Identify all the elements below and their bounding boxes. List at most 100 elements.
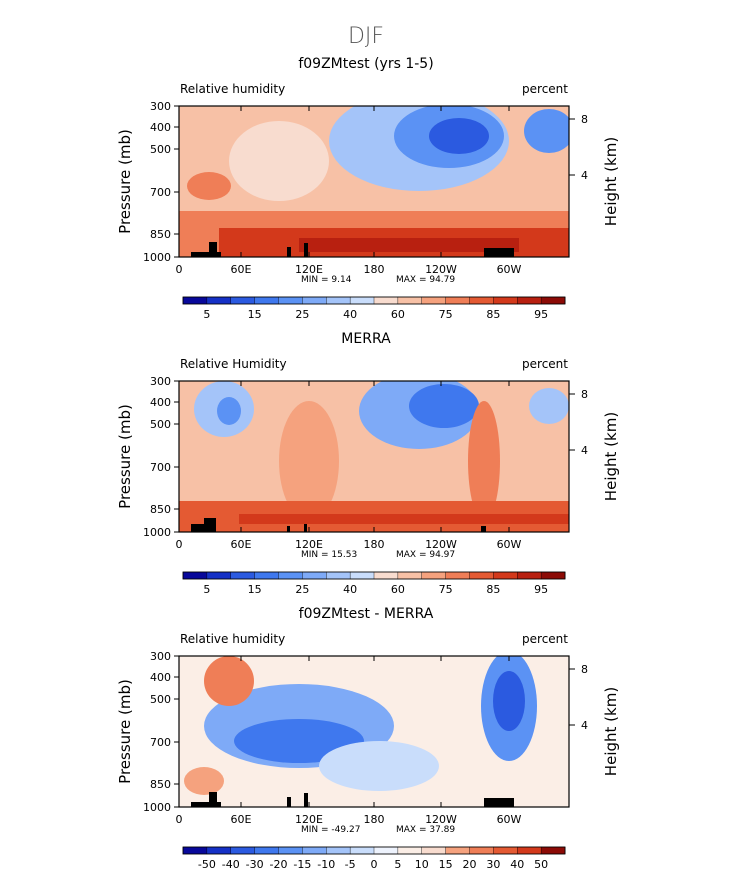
heatmap-field [179, 656, 569, 807]
colorbar-swatch [517, 846, 542, 855]
y-tick-label: 700 [150, 461, 171, 474]
y-tick-label: 400 [150, 121, 171, 134]
colorbar-swatch [278, 296, 303, 305]
panel-1: f09ZMtest (yrs 1-5) Relative humidity perc… [116, 56, 620, 321]
panel-subtitle-left: Relative Humidity [180, 357, 287, 371]
y-tick-label: 1000 [143, 526, 171, 539]
colorbar-swatch [230, 846, 256, 855]
land-mask [191, 802, 221, 807]
min-label: MIN = -49.27 [301, 825, 360, 835]
y-axis-label: Pressure (mb) [116, 404, 134, 509]
colorbar-swatch [493, 296, 518, 305]
panel-subtitle-left: Relative humidity [180, 632, 285, 646]
land-mask [484, 248, 514, 257]
colorbar-label: -15 [293, 858, 311, 871]
land-mask [484, 798, 514, 807]
y-tick-label: 850 [150, 778, 171, 791]
panel-subtitle-right: percent [522, 82, 568, 96]
colorbar-swatch [278, 846, 303, 855]
colorbar-swatch [445, 296, 470, 305]
x-tick-label: 180 [364, 813, 385, 826]
max-label: MAX = 37.89 [396, 825, 455, 835]
colorbar-label: 0 [371, 858, 378, 871]
panel-title: f09ZMtest (yrs 1-5) [298, 56, 433, 72]
x-tick-label: 0 [176, 263, 183, 276]
colorbar-label: -5 [345, 858, 356, 871]
land-mask [481, 526, 486, 532]
y-tick-label: 300 [150, 100, 171, 113]
colorbar-swatch [540, 846, 566, 855]
field-patch [529, 388, 569, 424]
colorbar-swatch [349, 296, 375, 305]
colorbar-swatch [517, 571, 542, 580]
field-patch [229, 121, 329, 201]
field-patch [429, 118, 489, 154]
land-mask [304, 243, 308, 257]
y-tick-label: 500 [150, 418, 171, 431]
colorbar-swatch [302, 571, 327, 580]
field-patch [468, 401, 500, 521]
x-tick-label: 120W [425, 263, 457, 276]
colorbar-swatch [182, 296, 208, 305]
heatmap-field [179, 381, 569, 532]
colorbar-swatch [397, 846, 423, 855]
y-right-tick-label: 4 [581, 169, 588, 182]
field-band [299, 238, 519, 252]
colorbar-frame [182, 571, 566, 580]
land-mask [287, 247, 291, 257]
min-label: MIN = 9.14 [301, 275, 352, 285]
y-axis-label-right: Height (km) [602, 412, 620, 501]
colorbar-swatch [469, 296, 494, 305]
land-mask [191, 524, 216, 532]
colorbar-swatch [493, 571, 518, 580]
y-tick-label: 300 [150, 650, 171, 663]
colorbar-label: 60 [391, 308, 405, 321]
colorbar-swatch [493, 846, 518, 855]
field-patch [524, 109, 569, 153]
colorbar-label: 5 [203, 308, 210, 321]
colorbar-label: 60 [391, 583, 405, 596]
x-tick-label: 60W [497, 538, 522, 551]
x-tick-label: 0 [176, 538, 183, 551]
x-tick-label: 180 [364, 263, 385, 276]
colorbar-swatch [445, 846, 470, 855]
y-tick-label: 300 [150, 375, 171, 388]
colorbar-label: 85 [486, 308, 500, 321]
colorbar-swatch [302, 296, 327, 305]
y-tick-label: 850 [150, 228, 171, 241]
figure-title: DJF [348, 24, 384, 49]
colorbar-label: 95 [534, 308, 548, 321]
field-patch [187, 172, 231, 200]
max-label: MAX = 94.79 [396, 275, 455, 285]
colorbar-swatch [469, 846, 494, 855]
colorbar-label: 5 [203, 583, 210, 596]
y-right-tick-label: 4 [581, 719, 588, 732]
land-mask [209, 242, 217, 257]
field-patch [279, 401, 339, 521]
colorbar-swatch [326, 571, 351, 580]
colorbar-swatch [278, 571, 303, 580]
x-tick-label: 0 [176, 813, 183, 826]
field-patch [184, 767, 224, 795]
y-right-tick-label: 8 [581, 388, 588, 401]
x-tick-label: 120E [295, 538, 323, 551]
colorbar-swatch [254, 846, 279, 855]
colorbar-label: 10 [415, 858, 429, 871]
field-band [239, 514, 569, 524]
colorbar-label: 15 [248, 308, 262, 321]
colorbar-swatch [206, 296, 232, 305]
colorbar-label: 25 [295, 308, 309, 321]
min-label: MIN = 15.53 [301, 550, 357, 560]
colorbar-swatch [469, 571, 494, 580]
x-tick-label: 120W [425, 538, 457, 551]
colorbar-label: -40 [222, 858, 240, 871]
colorbar-label: 85 [486, 583, 500, 596]
x-tick-label: 60E [231, 538, 252, 551]
colorbar-label: 5 [394, 858, 401, 871]
y-tick-label: 500 [150, 143, 171, 156]
panel-title: f09ZMtest - MERRA [299, 606, 434, 622]
x-tick-label: 60E [231, 263, 252, 276]
max-label: MAX = 94.97 [396, 550, 455, 560]
colorbar-label: -30 [246, 858, 264, 871]
